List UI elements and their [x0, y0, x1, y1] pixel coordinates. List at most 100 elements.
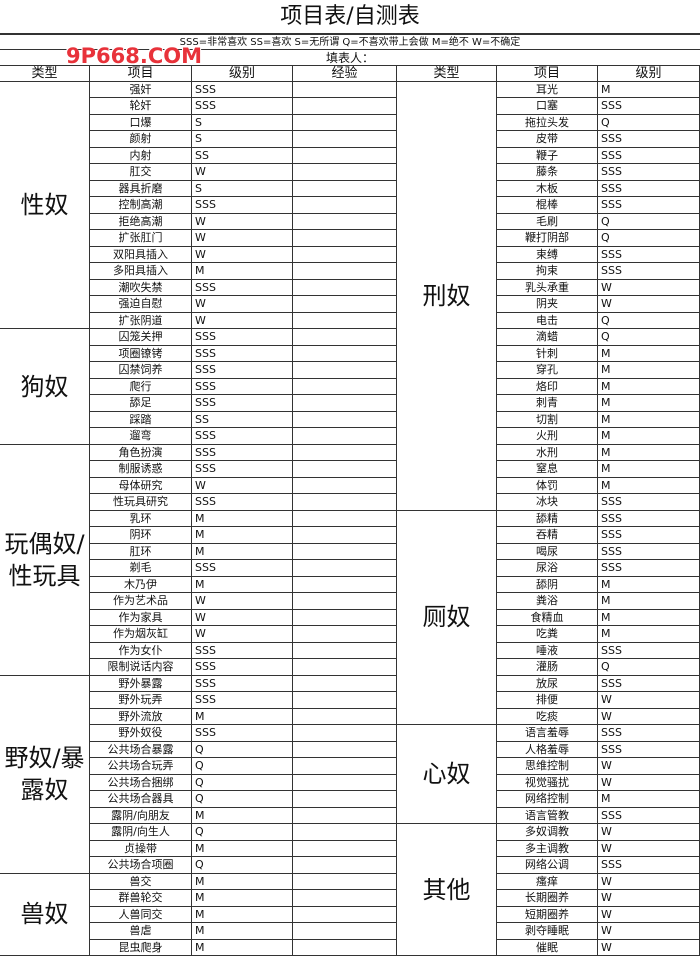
item-level: W [598, 840, 700, 858]
experience-cell [293, 411, 397, 429]
item-name: 人兽同交 [90, 906, 192, 923]
experience-cell [293, 906, 397, 923]
item-level: M [598, 791, 700, 808]
item-level: W [192, 312, 293, 330]
item-name: 限制说话内容 [90, 659, 192, 676]
item-level: W [192, 626, 293, 643]
item-level: M [192, 906, 293, 923]
item-name: 贞操带 [90, 840, 192, 858]
item-name: 器具折磨 [90, 180, 192, 198]
title: 项目表/自测表 [0, 0, 700, 34]
item-level: SSS [192, 82, 293, 99]
item-name: 拖拉头发 [497, 114, 598, 132]
experience-cell [293, 527, 397, 544]
item-level: SSS [192, 362, 293, 379]
item-level: SSS [598, 725, 700, 742]
legend: SSS=非常喜欢 SS=喜欢 S=无所谓 Q=不喜欢带上会做 M=绝不 W=不确… [0, 34, 700, 50]
experience-cell [293, 164, 397, 181]
item-name: 作为烟灰缸 [90, 626, 192, 643]
item-level: W [598, 708, 700, 726]
experience-cell [293, 279, 397, 297]
column-header: 级别 [598, 66, 700, 82]
filler-label: 填表人： [0, 50, 700, 66]
experience-cell [293, 543, 397, 561]
item-level: M [598, 444, 700, 462]
item-level: W [598, 923, 700, 940]
item-name: 针刺 [497, 345, 598, 363]
item-level: SSS [192, 279, 293, 297]
item-level: M [598, 626, 700, 643]
item-name: 木乃伊 [90, 576, 192, 594]
item-level: W [192, 246, 293, 264]
item-name: 舔精 [497, 510, 598, 528]
item-name: 鞭打阴部 [497, 230, 598, 247]
experience-cell [293, 378, 397, 396]
item-level: SSS [598, 131, 700, 148]
item-name: 舔阴 [497, 576, 598, 594]
column-header: 项目 [90, 66, 192, 82]
item-level: Q [192, 791, 293, 808]
item-name: 轮奸 [90, 98, 192, 115]
group-type: 野奴/暴露奴 [0, 675, 90, 874]
item-name: 语言羞辱 [497, 725, 598, 742]
column-header: 类型 [397, 66, 497, 82]
item-level: SSS [192, 725, 293, 742]
column-header: 项目 [497, 66, 598, 82]
experience-cell [293, 345, 397, 363]
item-level: W [598, 906, 700, 923]
item-name: 兽交 [90, 873, 192, 891]
item-name: 囚笼关押 [90, 329, 192, 346]
item-level: M [192, 708, 293, 726]
item-level: SSS [598, 510, 700, 528]
column-header: 类型 [0, 66, 90, 82]
experience-cell [293, 758, 397, 775]
experience-cell [293, 114, 397, 132]
item-name: 排便 [497, 692, 598, 709]
item-level: Q [192, 774, 293, 792]
item-level: W [598, 774, 700, 792]
item-level: SSS [598, 164, 700, 181]
experience-cell [293, 939, 397, 956]
group-type: 兽奴 [0, 873, 90, 956]
item-level: W [192, 164, 293, 181]
item-name: 电击 [497, 312, 598, 330]
experience-cell [293, 98, 397, 115]
item-level: SSS [598, 741, 700, 759]
item-level: SSS [598, 857, 700, 874]
item-name: 控制高潮 [90, 197, 192, 214]
item-name: 肛环 [90, 543, 192, 561]
item-name: 囚禁饲养 [90, 362, 192, 379]
item-name: 野外奴役 [90, 725, 192, 742]
item-name: 灌肠 [497, 659, 598, 676]
experience-cell [293, 609, 397, 627]
experience-cell [293, 362, 397, 379]
experience-cell [293, 312, 397, 330]
item-name: 人格羞辱 [497, 741, 598, 759]
item-level: SSS [598, 263, 700, 280]
item-level: M [192, 807, 293, 825]
item-name: 皮带 [497, 131, 598, 148]
item-level: M [598, 461, 700, 478]
experience-cell [293, 213, 397, 231]
item-level: SSS [192, 461, 293, 478]
item-level: SSS [192, 428, 293, 445]
item-level: SS [192, 147, 293, 165]
item-name: 颜射 [90, 131, 192, 148]
experience-cell [293, 708, 397, 726]
experience-cell [293, 725, 397, 742]
item-level: M [598, 411, 700, 429]
item-level: SSS [192, 675, 293, 693]
item-name: 拘束 [497, 263, 598, 280]
item-level: W [192, 609, 293, 627]
group-type: 性奴 [0, 82, 90, 330]
experience-cell [293, 675, 397, 693]
item-name: 口爆 [90, 114, 192, 132]
experience-cell [293, 692, 397, 709]
item-name: 刺青 [497, 395, 598, 412]
experience-cell [293, 82, 397, 99]
item-name: 火刑 [497, 428, 598, 445]
item-level: S [192, 131, 293, 148]
item-name: 公共场合暴露 [90, 741, 192, 759]
item-level: M [598, 378, 700, 396]
watermark: 9P668.COM [66, 44, 202, 68]
